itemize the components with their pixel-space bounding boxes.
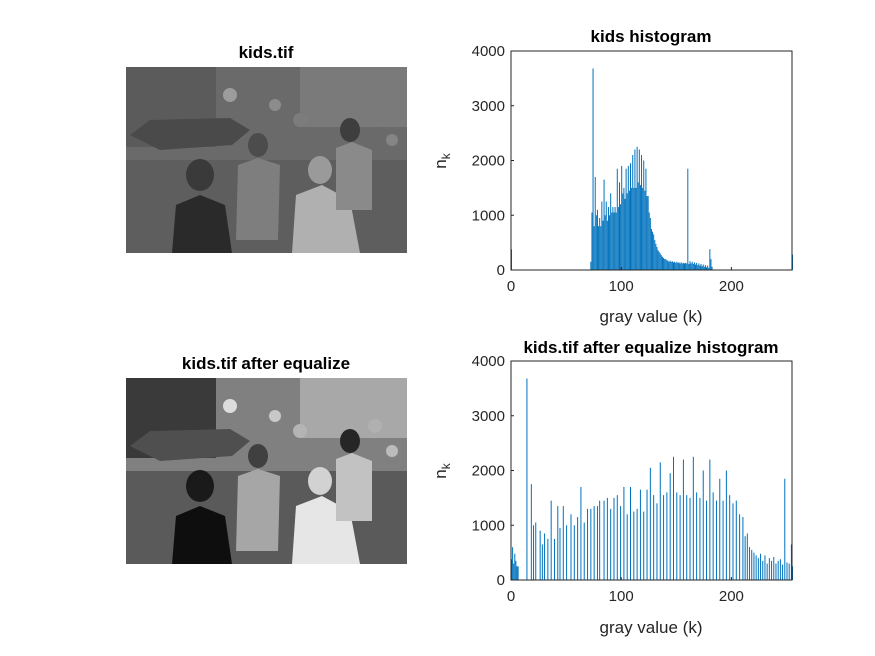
equalized-image-title: kids.tif after equalize — [182, 354, 350, 373]
y-tick-label: 0 — [497, 262, 505, 279]
y-axis-label-main: n — [431, 469, 450, 478]
histogram-bars — [511, 68, 793, 270]
svg-text:nk: nk — [431, 462, 453, 478]
y-axis-label: nk — [431, 462, 453, 478]
y-tick-label: 0 — [497, 572, 505, 589]
axis-ticks: 0 1000 2000 3000 4000 0 100 200 — [472, 353, 744, 605]
chart-title: kids histogram — [591, 27, 712, 46]
y-tick-label: 2000 — [472, 463, 505, 480]
axis-ticks: 0 1000 2000 3000 4000 0 100 200 — [472, 43, 744, 295]
y-tick-label: 3000 — [472, 98, 505, 115]
panel-equalized-image: kids.tif after equalize — [126, 354, 407, 564]
y-axis-label-subscript: k — [439, 462, 453, 469]
y-axis-label-main: n — [431, 159, 450, 168]
x-axis-label: gray value (k) — [600, 307, 703, 326]
y-tick-label: 1000 — [472, 207, 505, 224]
y-axis-label-subscript: k — [439, 152, 453, 159]
histogram-bars — [511, 378, 793, 580]
original-image-title: kids.tif — [239, 43, 294, 62]
histogram-equalized: kids.tif after equalize histogram 010002… — [431, 338, 793, 637]
x-tick-label: 100 — [609, 588, 634, 605]
y-tick-label: 2000 — [472, 153, 505, 170]
y-axis-label: nk — [431, 152, 453, 168]
equalized-image — [126, 378, 407, 564]
y-tick-label: 4000 — [472, 43, 505, 60]
original-image — [126, 67, 407, 253]
x-tick-label: 100 — [609, 278, 634, 295]
x-tick-label: 200 — [719, 588, 744, 605]
x-tick-label: 0 — [507, 278, 515, 295]
y-tick-label: 4000 — [472, 353, 505, 370]
svg-text:nk: nk — [431, 152, 453, 168]
y-tick-label: 1000 — [472, 517, 505, 534]
y-tick-label: 3000 — [472, 408, 505, 425]
x-axis-label: gray value (k) — [600, 618, 703, 637]
chart-title: kids.tif after equalize histogram — [523, 338, 778, 357]
panel-original-image: kids.tif — [126, 43, 407, 253]
x-tick-label: 200 — [719, 278, 744, 295]
x-tick-label: 0 — [507, 588, 515, 605]
